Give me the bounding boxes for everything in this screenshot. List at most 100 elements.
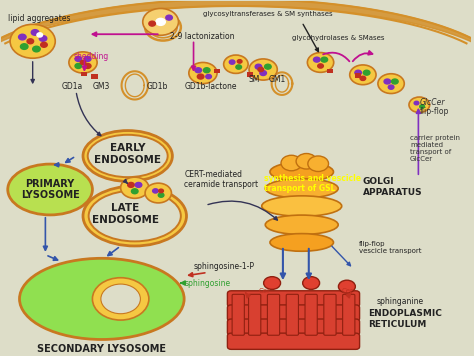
Ellipse shape [262, 196, 342, 216]
Ellipse shape [83, 131, 173, 181]
Circle shape [27, 39, 34, 44]
Circle shape [189, 62, 217, 84]
Circle shape [296, 153, 317, 169]
FancyBboxPatch shape [248, 294, 261, 335]
Text: GM1: GM1 [269, 75, 286, 84]
Circle shape [338, 280, 356, 293]
Circle shape [84, 57, 91, 61]
Circle shape [264, 64, 271, 69]
Text: sphinganine: sphinganine [377, 297, 424, 306]
Bar [91, 74, 98, 79]
Text: glycohydrolases & SMases: glycohydrolases & SMases [292, 35, 385, 41]
Circle shape [360, 76, 366, 80]
Ellipse shape [92, 278, 149, 320]
Circle shape [281, 155, 302, 171]
Circle shape [321, 57, 328, 62]
Bar [214, 69, 220, 73]
Text: flip-flop
vescicle transport: flip-flop vescicle transport [359, 241, 421, 254]
Ellipse shape [19, 258, 184, 340]
Circle shape [75, 63, 82, 68]
Circle shape [84, 63, 91, 68]
Circle shape [409, 97, 429, 112]
Circle shape [392, 79, 398, 84]
Circle shape [388, 85, 394, 89]
Text: ENDOPLASMIC
RETICULUM: ENDOPLASMIC RETICULUM [368, 309, 442, 329]
Text: shedding: shedding [73, 52, 109, 61]
Ellipse shape [88, 135, 168, 177]
Text: 2-9 lactonization: 2-9 lactonization [170, 32, 235, 41]
Ellipse shape [265, 179, 338, 198]
Circle shape [143, 9, 179, 35]
Circle shape [149, 21, 155, 26]
Text: SECONDARY LYSOSOME: SECONDARY LYSOSOME [37, 344, 166, 354]
Text: sphingosine-1-P: sphingosine-1-P [193, 262, 255, 271]
Text: GOLGI
APPARATUS: GOLGI APPARATUS [363, 177, 422, 197]
Circle shape [420, 105, 425, 108]
Circle shape [229, 60, 235, 64]
Circle shape [364, 70, 370, 75]
Circle shape [237, 59, 242, 63]
Circle shape [39, 36, 47, 41]
Circle shape [384, 79, 391, 84]
Circle shape [41, 42, 47, 47]
Circle shape [135, 182, 142, 187]
FancyBboxPatch shape [228, 291, 360, 307]
Circle shape [318, 64, 323, 68]
Circle shape [236, 65, 242, 69]
Ellipse shape [270, 162, 334, 182]
FancyBboxPatch shape [343, 294, 355, 335]
Circle shape [121, 177, 149, 198]
Circle shape [20, 44, 28, 49]
Text: GD1a: GD1a [62, 82, 83, 91]
Text: SM: SM [248, 75, 260, 84]
Circle shape [414, 101, 419, 105]
Circle shape [131, 189, 138, 194]
Circle shape [307, 53, 334, 72]
Circle shape [255, 64, 262, 69]
Circle shape [69, 52, 97, 73]
Text: carrier protein
mediated
transport of
GlcCer: carrier protein mediated transport of Gl… [410, 135, 460, 162]
Ellipse shape [101, 284, 140, 314]
Circle shape [145, 14, 181, 41]
Circle shape [80, 60, 86, 64]
Text: Cer: Cer [342, 288, 354, 294]
Text: lipid aggregates: lipid aggregates [8, 14, 70, 23]
Circle shape [166, 15, 173, 20]
FancyBboxPatch shape [305, 294, 317, 335]
Bar [355, 73, 361, 78]
Circle shape [378, 74, 404, 94]
Circle shape [303, 277, 319, 289]
Ellipse shape [89, 190, 181, 241]
Bar [246, 72, 253, 77]
Bar [81, 72, 87, 76]
Text: EARLY
ENDOSOME: EARLY ENDOSOME [94, 143, 161, 165]
Circle shape [195, 68, 201, 73]
Text: GD1b: GD1b [146, 82, 168, 91]
Circle shape [159, 189, 164, 193]
Circle shape [158, 193, 164, 197]
Circle shape [264, 277, 281, 289]
Text: GD1b-lactone: GD1b-lactone [184, 82, 237, 91]
Circle shape [350, 65, 376, 85]
Text: LATE
ENDOSOME: LATE ENDOSOME [92, 203, 159, 225]
Circle shape [249, 59, 277, 80]
FancyBboxPatch shape [286, 294, 299, 335]
Circle shape [33, 46, 40, 52]
Circle shape [258, 67, 264, 72]
FancyBboxPatch shape [232, 294, 244, 335]
Circle shape [313, 57, 320, 62]
FancyBboxPatch shape [228, 319, 360, 335]
Ellipse shape [8, 164, 92, 215]
Circle shape [197, 74, 204, 79]
Circle shape [10, 24, 55, 58]
Circle shape [355, 70, 362, 75]
FancyBboxPatch shape [228, 333, 360, 349]
Text: CERT-mediated
ceramide transport: CERT-mediated ceramide transport [184, 170, 258, 189]
Circle shape [75, 57, 82, 61]
Text: GlcCer: GlcCer [419, 98, 445, 107]
Circle shape [260, 70, 266, 75]
Bar [327, 69, 333, 73]
Text: flip-flop: flip-flop [419, 106, 449, 116]
Text: PRIMARY
LYSOSOME: PRIMARY LYSOSOME [21, 179, 80, 200]
Circle shape [31, 30, 39, 35]
